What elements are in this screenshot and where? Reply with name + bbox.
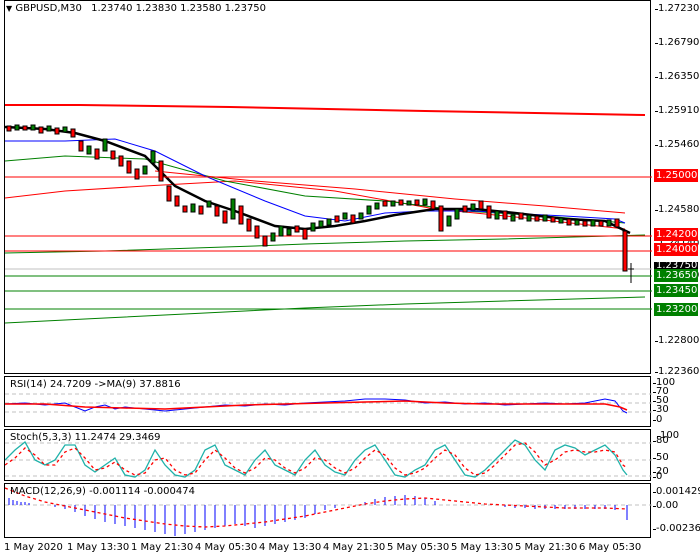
macd-tick: -0.00236 <box>653 523 700 534</box>
price-label-1.23200: 1.23200 <box>654 303 698 316</box>
stoch-tick: 50 <box>653 452 669 463</box>
price-tick: 1.25460 <box>654 139 700 150</box>
time-label: 1 May 21:30 <box>131 542 194 553</box>
price-tick: 1.27230 <box>654 3 700 14</box>
price-tick: 1.22360 <box>654 366 700 377</box>
triangle-down-icon[interactable]: ▼ <box>6 4 13 13</box>
macd-signal-line <box>5 487 628 528</box>
price-axis: 1.27230 1.26790 1.26350 1.25910 1.25460 … <box>652 0 700 377</box>
rsi-axis: 100 70 50 30 0 <box>652 376 700 427</box>
stoch-tick: 20 <box>653 466 669 477</box>
price-tick: 1.26350 <box>654 71 700 82</box>
blue-ma-line <box>5 138 626 224</box>
time-label: 5 May 21:30 <box>515 542 578 553</box>
price-label-1.23650: 1.23650 <box>654 269 698 282</box>
upper-red-channel-line <box>5 104 646 116</box>
stoch-main-line <box>5 439 628 478</box>
stoch-title: Stoch(5,3,3) 11.2474 29.3469 <box>10 432 161 443</box>
rsi-tick: 70 <box>653 386 669 397</box>
time-label: 5 May 13:30 <box>451 542 514 553</box>
price-tick: 1.22800 <box>654 335 700 346</box>
time-label: 1 May 2020 <box>4 542 63 553</box>
macd-histogram <box>8 495 628 536</box>
price-chart-panel[interactable] <box>4 0 652 374</box>
green-trend-lower <box>5 296 646 324</box>
rsi-svg <box>5 393 652 414</box>
macd-panel[interactable]: MACD(12,26,9) -0.001114 -0.000474 <box>4 483 652 538</box>
rsi-tick: 30 <box>653 404 669 415</box>
rsi-line <box>5 398 628 414</box>
stoch-tick: 80 <box>653 435 669 446</box>
rsi-ma-line <box>5 400 628 411</box>
symbol-label: GBPUSD,M30 <box>15 3 82 14</box>
ohlc-values: 1.23740 1.23830 1.23580 1.23750 <box>91 3 267 14</box>
price-tick: 1.26790 <box>654 37 700 48</box>
stoch-signal-line <box>5 442 628 476</box>
rsi-title: RSI(14) 24.7209 ->MA(9) 37.8816 <box>10 379 181 390</box>
stoch-tick: 100 <box>656 430 680 441</box>
green-trend-upper <box>5 234 646 254</box>
time-label: 4 May 13:30 <box>259 542 322 553</box>
price-label-1.24200: 1.24200 <box>654 228 698 241</box>
price-tick: 1.25910 <box>654 105 700 116</box>
stoch-panel[interactable]: Stoch(5,3,3) 11.2474 29.3469 <box>4 429 652 481</box>
red-envelope-upper <box>5 180 626 230</box>
candles <box>6 124 634 283</box>
chart-header: ▼ GBPUSD,M30 1.23740 1.23830 1.23580 1.2… <box>6 3 266 14</box>
time-axis: 1 May 2020 1 May 13:30 1 May 21:30 4 May… <box>4 540 651 558</box>
macd-axis: 0.001429 0.00 -0.00236 <box>652 483 700 538</box>
time-label: 5 May 05:30 <box>387 542 450 553</box>
price-label-1.24000: 1.24000 <box>654 243 698 256</box>
rsi-panel[interactable]: RSI(14) 24.7209 ->MA(9) 37.8816 <box>4 376 652 427</box>
macd-svg <box>5 487 652 536</box>
rsi-tick: 50 <box>653 395 669 406</box>
price-tick: 1.24580 <box>654 204 700 215</box>
price-label-1.23450: 1.23450 <box>654 284 698 297</box>
rsi-tick: 100 <box>652 377 676 388</box>
macd-title: MACD(12,26,9) -0.001114 -0.000474 <box>10 486 195 497</box>
stoch-svg <box>5 439 652 478</box>
time-label: 4 May 05:30 <box>195 542 258 553</box>
price-label-1.25000: 1.25000 <box>654 169 698 182</box>
price-label-current: 1.23750 <box>654 262 698 269</box>
macd-tick: 0.00 <box>652 500 679 511</box>
macd-tick: 0.001429 <box>653 486 700 497</box>
stoch-tick: 0 <box>652 471 663 482</box>
time-label: 4 May 21:30 <box>323 542 386 553</box>
time-label: 1 May 13:30 <box>67 542 130 553</box>
red-envelope-mid <box>154 170 626 214</box>
price-chart-svg <box>5 104 652 324</box>
rsi-tick: 0 <box>652 414 663 425</box>
time-label: 6 May 05:30 <box>579 542 642 553</box>
stoch-axis: 100 80 50 20 0 <box>652 429 700 482</box>
